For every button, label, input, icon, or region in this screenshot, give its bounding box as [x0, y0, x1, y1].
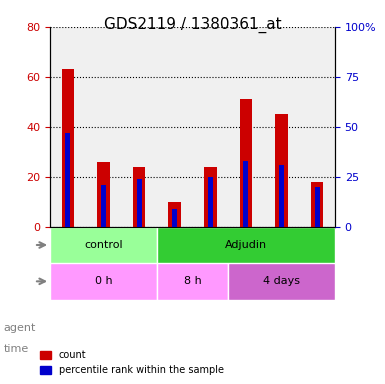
- Bar: [208, 177, 213, 227]
- FancyBboxPatch shape: [157, 227, 335, 263]
- FancyBboxPatch shape: [50, 263, 157, 300]
- Bar: [311, 182, 323, 227]
- Bar: [133, 167, 145, 227]
- Bar: [240, 99, 252, 227]
- Bar: [97, 162, 110, 227]
- Text: agent: agent: [4, 323, 36, 333]
- Text: 8 h: 8 h: [184, 276, 201, 286]
- FancyBboxPatch shape: [228, 263, 335, 300]
- Bar: [62, 70, 74, 227]
- Bar: [243, 161, 248, 227]
- Bar: [137, 179, 142, 227]
- FancyBboxPatch shape: [157, 263, 228, 300]
- Text: control: control: [84, 240, 123, 250]
- Bar: [275, 114, 288, 227]
- FancyBboxPatch shape: [50, 227, 157, 263]
- Text: GDS2119 / 1380361_at: GDS2119 / 1380361_at: [104, 17, 281, 33]
- Bar: [169, 202, 181, 227]
- Bar: [101, 185, 106, 227]
- Bar: [204, 167, 216, 227]
- Bar: [315, 187, 320, 227]
- Bar: [172, 209, 177, 227]
- Text: time: time: [4, 344, 29, 354]
- Text: 4 days: 4 days: [263, 276, 300, 286]
- Text: Adjudin: Adjudin: [225, 240, 267, 250]
- Legend: count, percentile rank within the sample: count, percentile rank within the sample: [36, 346, 228, 379]
- Bar: [279, 165, 284, 227]
- Text: 0 h: 0 h: [95, 276, 112, 286]
- Bar: [65, 133, 70, 227]
